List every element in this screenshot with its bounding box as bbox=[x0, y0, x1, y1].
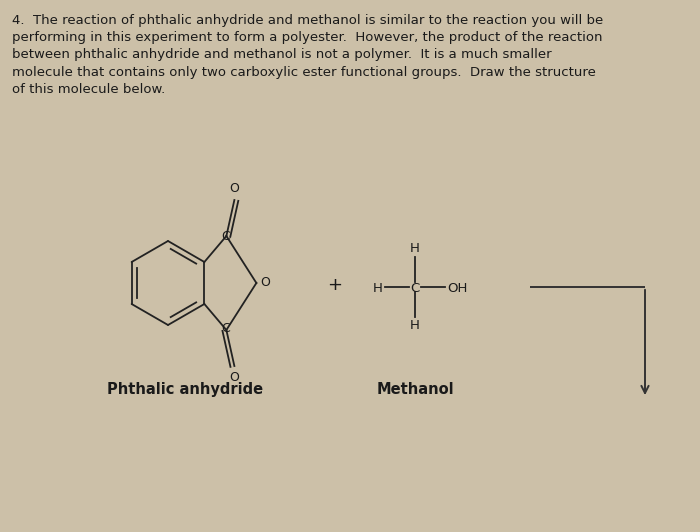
Text: C: C bbox=[221, 322, 230, 336]
Text: +: + bbox=[328, 276, 342, 294]
Text: C: C bbox=[410, 281, 419, 295]
Text: OH: OH bbox=[447, 281, 468, 295]
Text: Methanol: Methanol bbox=[376, 382, 454, 397]
Text: O: O bbox=[230, 371, 239, 384]
Text: 4.  The reaction of phthalic anhydride and methanol is similar to the reaction y: 4. The reaction of phthalic anhydride an… bbox=[12, 14, 603, 96]
Text: H: H bbox=[373, 281, 383, 295]
Text: C: C bbox=[221, 230, 230, 244]
Text: H: H bbox=[410, 242, 420, 255]
Text: H: H bbox=[410, 319, 420, 332]
Text: O: O bbox=[230, 182, 239, 195]
Text: Phthalic anhydride: Phthalic anhydride bbox=[107, 382, 263, 397]
Text: O: O bbox=[260, 277, 270, 289]
